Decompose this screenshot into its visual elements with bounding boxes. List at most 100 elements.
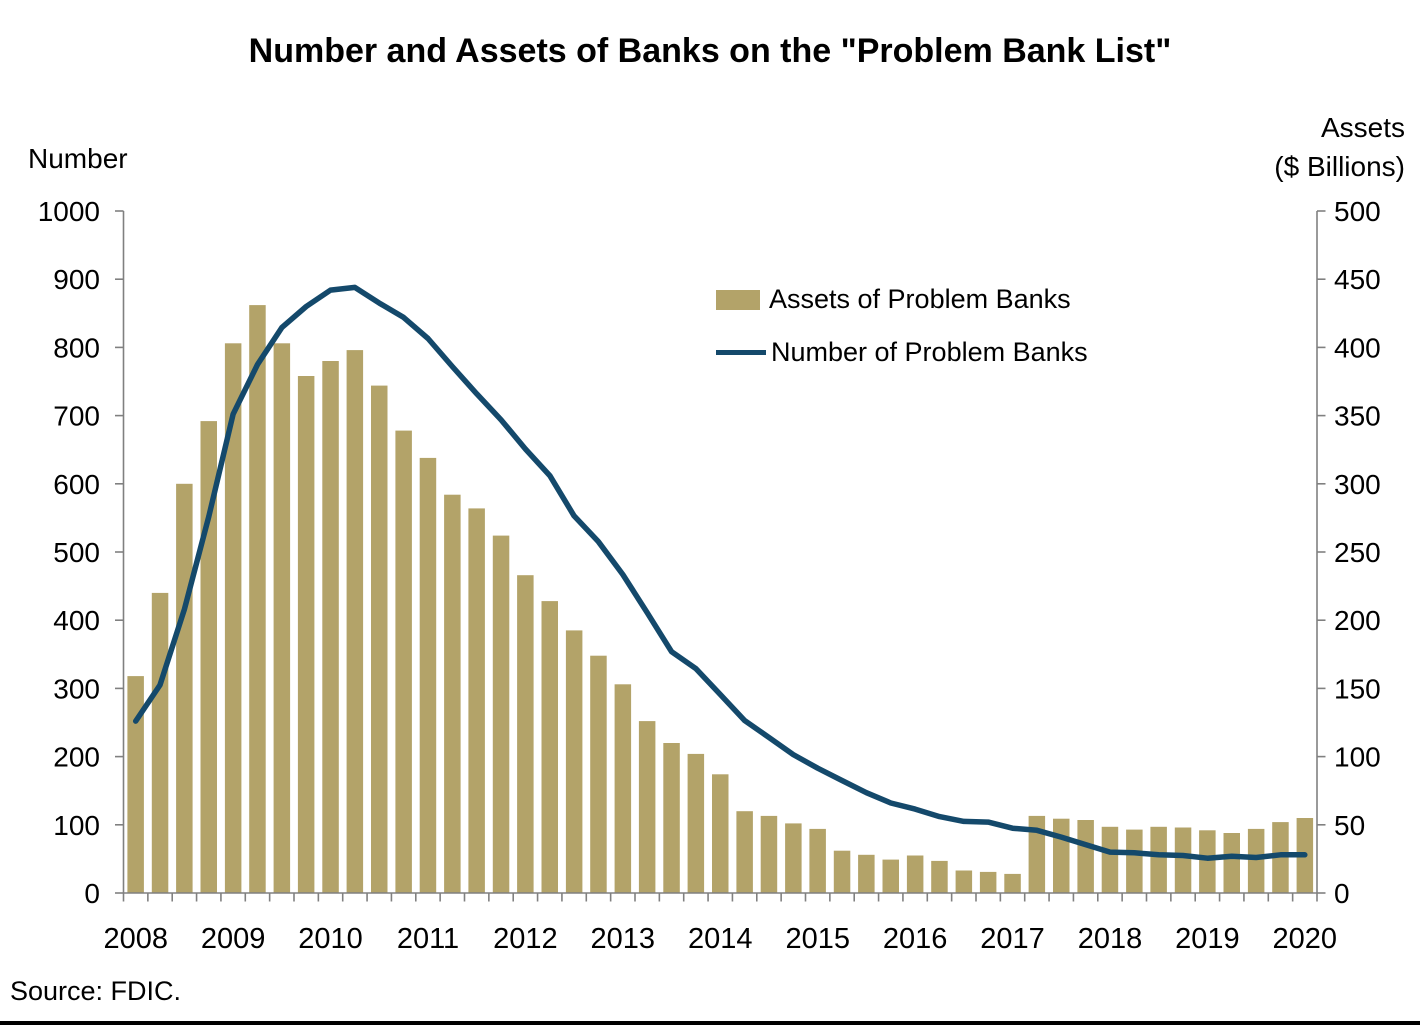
right-tick-label: 500: [1334, 196, 1381, 227]
bar-2017-Q1: [931, 860, 948, 893]
assets-swatch-icon: [716, 289, 760, 310]
bar-2014-Q1: [638, 721, 656, 893]
bar-2018-Q4: [1101, 826, 1119, 893]
bar-2015-Q3: [785, 823, 802, 893]
right-tick-label: 50: [1334, 810, 1365, 841]
x-tick-label-2011: 2011: [397, 923, 459, 955]
right-tick-label: 0: [1334, 878, 1350, 909]
bar-2018-Q3: [1077, 820, 1094, 893]
left-tick-label: 1000: [38, 196, 100, 227]
bar-2010-Q2: [273, 343, 291, 893]
bar-2014-Q4: [712, 774, 729, 893]
bar-2009-Q1: [151, 592, 169, 893]
left-tick-label: 100: [53, 810, 100, 841]
x-tick-label-2010: 2010: [298, 923, 363, 955]
left-tick-label: 500: [53, 537, 100, 568]
left-axis-title: Number: [28, 143, 128, 174]
bottom-divider: [0, 1021, 1420, 1025]
bar-2015-Q1: [736, 811, 753, 893]
bar-2019-Q4: [1199, 830, 1216, 893]
right-tick-label: 250: [1334, 537, 1381, 568]
bar-2009-Q2: [176, 483, 193, 893]
chart-legend: Assets of Problem Banks Number of Proble…: [716, 281, 1088, 387]
x-tick-label-2017: 2017: [980, 923, 1045, 955]
number-of-problem-banks-line: [132, 284, 1308, 861]
source-note: Source: FDIC.: [10, 976, 182, 1006]
bar-2013-Q3: [590, 655, 607, 893]
left-tick-label: 700: [53, 401, 100, 432]
left-tick-label: 600: [53, 469, 100, 500]
bar-2016-Q3: [882, 859, 899, 893]
right-axis-title-line1: Assets: [1320, 112, 1405, 143]
bar-2011-Q3: [395, 430, 412, 893]
x-tick-label-2019: 2019: [1175, 923, 1240, 955]
x-tick-label-2009: 2009: [201, 923, 266, 955]
right-tick-label: 350: [1334, 401, 1381, 432]
bar-2013-Q2: [565, 630, 583, 893]
bar-2016-Q2: [858, 854, 875, 893]
right-axis-title: Assets ($ Billions): [1274, 108, 1405, 186]
right-tick-label: 450: [1334, 264, 1381, 295]
bars-assets-of-problem-banks: [127, 305, 1314, 894]
bar-2018-Q2: [1053, 818, 1070, 893]
bar-2013-Q4: [614, 684, 632, 893]
bar-2014-Q2: [663, 743, 680, 893]
x-tick-label-2018: 2018: [1078, 923, 1143, 955]
right-tick-label: 150: [1334, 673, 1381, 704]
x-tick-label-2016: 2016: [883, 923, 948, 955]
right-tick-label: 300: [1334, 469, 1381, 500]
bar-2019-Q1: [1126, 829, 1143, 893]
bar-2019-Q2: [1150, 826, 1167, 893]
bar-2010-Q4: [322, 361, 339, 893]
right-tick-label: 100: [1334, 742, 1381, 773]
left-tick-label: 900: [53, 264, 100, 295]
bar-2016-Q4: [906, 855, 924, 893]
bar-2010-Q3: [297, 376, 315, 893]
x-tick-label-2013: 2013: [591, 923, 656, 955]
left-tick-label: 200: [53, 742, 100, 773]
legend-label-assets: Assets of Problem Banks: [769, 284, 1071, 314]
bar-2018-Q1: [1028, 815, 1046, 893]
legend-item-assets: Assets of Problem Banks: [716, 281, 1088, 318]
legend-item-number: Number of Problem Banks: [716, 334, 1088, 371]
bar-2017-Q4: [1004, 873, 1021, 893]
number-line-swatch-icon: [716, 350, 766, 355]
left-tick-label: 0: [84, 878, 100, 909]
bar-2011-Q4: [419, 457, 437, 893]
bar-2015-Q4: [809, 828, 826, 893]
bar-2010-Q1: [249, 305, 266, 894]
left-tick-label: 300: [53, 673, 100, 704]
bar-2017-Q2: [955, 870, 973, 893]
x-tick-label-2012: 2012: [493, 923, 558, 955]
bar-2019-Q3: [1174, 827, 1192, 893]
bar-2015-Q2: [760, 815, 778, 893]
bar-2011-Q2: [371, 385, 388, 893]
bar-2013-Q1: [541, 601, 558, 893]
left-tick-label: 400: [53, 605, 100, 636]
tick-labels: 0 100 200 300 400 500 600 700 800 900 1000 0 50 100 15…: [38, 196, 1381, 955]
bar-2020-Q1: [1223, 833, 1240, 893]
bar-2016-Q1: [833, 850, 851, 893]
x-tick-label-2015: 2015: [785, 923, 850, 955]
right-tick-label: 400: [1334, 332, 1381, 363]
right-tick-label: 200: [1334, 605, 1381, 636]
bar-2009-Q4: [224, 343, 242, 893]
bar-2017-Q3: [979, 871, 997, 893]
axes: [115, 210, 1326, 902]
x-tick-label-2020: 2020: [1273, 923, 1338, 955]
bar-2012-Q2: [468, 508, 485, 893]
legend-label-number: Number of Problem Banks: [771, 337, 1088, 367]
x-tick-label-2014: 2014: [688, 923, 753, 955]
bar-2008-Q4: [127, 676, 144, 893]
x-tick-label-2008: 2008: [103, 923, 168, 955]
right-axis-title-line2: ($ Billions): [1274, 151, 1405, 182]
left-tick-label: 800: [53, 332, 100, 363]
bar-2020-Q2: [1247, 828, 1265, 893]
bar-2011-Q1: [346, 350, 364, 894]
chart-title: Number and Assets of Banks on the "Probl…: [248, 32, 1172, 70]
bar-2012-Q3: [492, 535, 510, 893]
bar-2012-Q4: [517, 575, 534, 893]
bar-2012-Q1: [444, 494, 461, 893]
